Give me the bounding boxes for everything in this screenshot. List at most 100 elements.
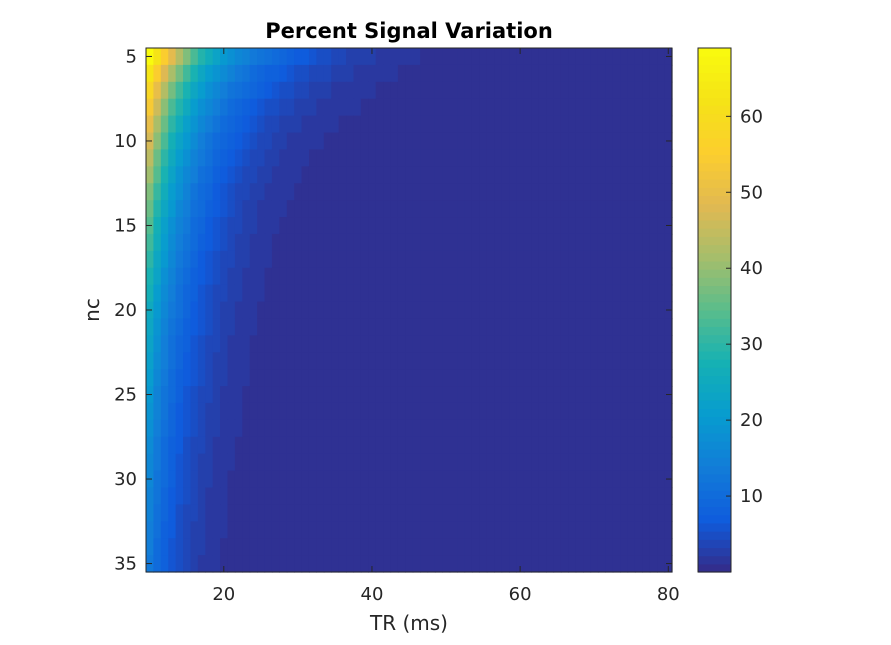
- heatmap-cell: [627, 402, 636, 421]
- heatmap-cell: [664, 233, 673, 252]
- heatmap-cell: [664, 115, 673, 134]
- heatmap-cell: [531, 538, 540, 556]
- heatmap-cell: [190, 436, 199, 455]
- heatmap-cell: [390, 166, 399, 184]
- heatmap-cell: [449, 555, 458, 573]
- heatmap-cell: [205, 436, 214, 455]
- heatmap-cell: [420, 98, 429, 117]
- heatmap-cell: [279, 284, 288, 303]
- heatmap-cell: [301, 555, 310, 573]
- heatmap-cell: [449, 284, 458, 303]
- heatmap-cell: [583, 470, 592, 489]
- heatmap-cell: [442, 149, 451, 167]
- heatmap-cell: [523, 487, 532, 505]
- heatmap-cell: [531, 335, 540, 353]
- heatmap-cell: [220, 183, 229, 201]
- heatmap-cell: [234, 369, 243, 387]
- heatmap-cell: [168, 48, 177, 66]
- heatmap-cell: [249, 504, 258, 522]
- heatmap-cell: [257, 267, 266, 286]
- y-tick-label: 35: [114, 554, 137, 575]
- heatmap-cell: [375, 284, 384, 303]
- heatmap-cell: [523, 267, 532, 286]
- heatmap-cell: [405, 352, 414, 370]
- heatmap-cell: [338, 419, 347, 438]
- heatmap-cell: [294, 115, 303, 134]
- heatmap-cell: [249, 352, 258, 370]
- heatmap-cell: [509, 436, 518, 455]
- heatmap-cell: [331, 487, 340, 505]
- heatmap-cell: [197, 504, 206, 522]
- heatmap-cell: [183, 369, 192, 387]
- heatmap-cell: [405, 436, 414, 455]
- heatmap-cell: [634, 487, 643, 505]
- heatmap-cell: [301, 132, 310, 151]
- heatmap-cell: [190, 470, 199, 489]
- heatmap-cell: [509, 470, 518, 489]
- heatmap-cell: [190, 98, 199, 117]
- heatmap-cell: [397, 267, 406, 286]
- heatmap-cell: [634, 183, 643, 201]
- colorbar-swatch: [698, 244, 731, 254]
- heatmap-cell: [412, 436, 421, 455]
- heatmap-cell: [427, 183, 436, 201]
- heatmap-cell: [279, 115, 288, 134]
- heatmap-cell: [338, 487, 347, 505]
- heatmap-cell: [479, 267, 488, 286]
- heatmap-cell: [464, 487, 473, 505]
- heatmap-cell: [486, 538, 495, 556]
- heatmap-cell: [575, 284, 584, 303]
- heatmap-cell: [212, 48, 221, 66]
- heatmap-cell: [442, 166, 451, 184]
- heatmap-cell: [449, 453, 458, 472]
- heatmap-cell: [605, 453, 614, 472]
- heatmap-cell: [412, 369, 421, 387]
- heatmap-cell: [479, 301, 488, 320]
- heatmap-cell: [294, 436, 303, 455]
- heatmap-cell: [523, 453, 532, 472]
- heatmap-cell: [301, 217, 310, 235]
- heatmap-cell: [183, 149, 192, 167]
- heatmap-cell: [279, 335, 288, 353]
- heatmap-cell: [568, 402, 577, 421]
- heatmap-cell: [486, 149, 495, 167]
- heatmap-cell: [420, 318, 429, 336]
- heatmap-cell: [568, 538, 577, 556]
- heatmap-cell: [412, 470, 421, 489]
- heatmap-cell: [568, 115, 577, 134]
- heatmap-cell: [190, 352, 199, 370]
- heatmap-cell: [523, 200, 532, 218]
- heatmap-cell: [190, 402, 199, 421]
- heatmap-cell: [220, 369, 229, 387]
- heatmap-cell: [434, 453, 443, 472]
- heatmap-cell: [486, 419, 495, 438]
- heatmap-cell: [153, 538, 162, 556]
- heatmap-cell: [205, 267, 214, 286]
- heatmap-cell: [449, 233, 458, 252]
- heatmap-cell: [420, 301, 429, 320]
- heatmap-cell: [316, 436, 325, 455]
- heatmap-cell: [597, 504, 606, 522]
- heatmap-cell: [501, 369, 510, 387]
- colorbar-swatch: [698, 375, 731, 385]
- heatmap-cell: [568, 81, 577, 100]
- heatmap-cell: [360, 98, 369, 117]
- heatmap-cell: [383, 149, 392, 167]
- heatmap-cell: [657, 538, 666, 556]
- heatmap-cell: [583, 64, 592, 83]
- heatmap-cell: [657, 81, 666, 100]
- heatmap-cell: [331, 149, 340, 167]
- heatmap-cell: [234, 555, 243, 573]
- heatmap-cell: [286, 98, 295, 117]
- heatmap-cell: [575, 132, 584, 151]
- heatmap-cell: [353, 149, 362, 167]
- heatmap-cell: [657, 386, 666, 404]
- heatmap-cell: [375, 48, 384, 66]
- heatmap-cell: [160, 436, 169, 455]
- heatmap-cell: [405, 200, 414, 218]
- heatmap-cell: [420, 504, 429, 522]
- heatmap-cell: [657, 267, 666, 286]
- heatmap-cell: [634, 318, 643, 336]
- heatmap-cell: [627, 470, 636, 489]
- heatmap-cell: [649, 64, 658, 83]
